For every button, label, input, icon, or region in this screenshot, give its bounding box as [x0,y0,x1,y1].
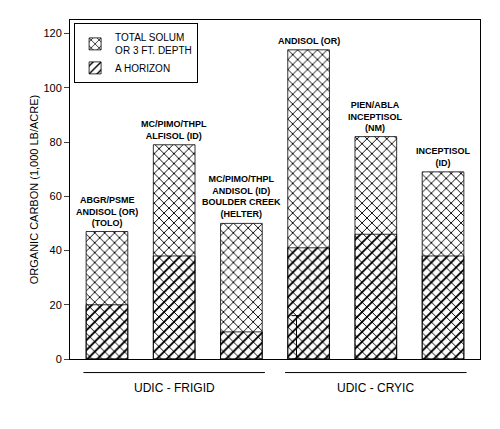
svg-text:MC/PIMO/THPLANDISOL (ID)BOULDE: MC/PIMO/THPLANDISOL (ID)BOULDER CREEK(HE… [202,174,281,219]
svg-text:UDIC - FRIGID: UDIC - FRIGID [134,381,215,395]
svg-text:60: 60 [50,190,62,202]
svg-text:40: 40 [50,244,62,256]
svg-text:MC/PIMO/THPLALFISOL (ID): MC/PIMO/THPLALFISOL (ID) [141,119,207,141]
svg-text:ABGR/PSMEANDISOL (OR)(TOLO): ABGR/PSMEANDISOL (OR)(TOLO) [76,195,138,228]
svg-text:ORGANIC CARBON (1,000 LB/ACRE): ORGANIC CARBON (1,000 LB/ACRE) [28,95,40,285]
svg-text:A HORIZON: A HORIZON [115,63,170,74]
svg-text:UDIC - CRYIC: UDIC - CRYIC [337,381,414,395]
svg-text:20: 20 [50,299,62,311]
svg-text:PIEN/ABLAINCEPTISOL(NM): PIEN/ABLAINCEPTISOL(NM) [348,100,403,133]
svg-text:80: 80 [50,136,62,148]
svg-text:INCEPTISOL(ID): INCEPTISOL(ID) [416,146,471,168]
svg-text:ANDISOL (OR): ANDISOL (OR) [278,36,340,46]
svg-text:0: 0 [56,353,62,365]
svg-text:TOTAL SOLUMOR 3 FT. DEPTH: TOTAL SOLUMOR 3 FT. DEPTH [115,32,192,56]
svg-text:100: 100 [43,82,61,94]
svg-text:120: 120 [43,27,61,39]
